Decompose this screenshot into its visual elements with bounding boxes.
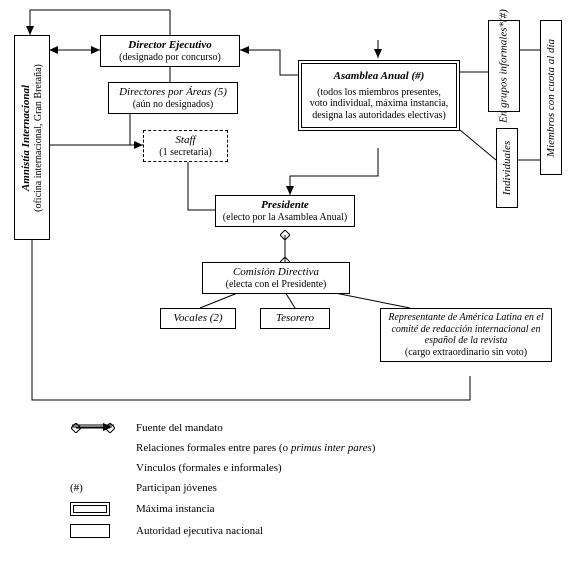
legend-label: Vínculos (formales e informales) bbox=[130, 462, 282, 474]
amnistia-sub: (oficina internacional, Gran Bretaña) bbox=[33, 64, 44, 212]
thick-box-icon bbox=[70, 502, 130, 516]
legend-row-thickbox: Máxima instancia bbox=[70, 502, 375, 516]
presidente-title: Presidente bbox=[220, 199, 350, 212]
node-comision: Comisión Directiva (electa con el Presid… bbox=[202, 262, 350, 294]
staff-sub: (1 secretaria) bbox=[148, 147, 223, 159]
legend-row-box: Autoridad ejecutiva nacional bbox=[70, 524, 375, 538]
legend-label: Máxima instancia bbox=[130, 503, 215, 515]
legend-row-line: Vínculos (formales e informales) bbox=[70, 462, 375, 474]
asamblea-title: Asamblea Anual (#) bbox=[308, 70, 450, 83]
node-individuales: Individuales bbox=[496, 128, 518, 208]
representante-sub: (cargo extraordinario sin voto) bbox=[385, 347, 547, 359]
node-representante: Representante de América Latina en el co… bbox=[380, 308, 552, 362]
node-areas: Directores por Áreas (5) (aún no designa… bbox=[108, 82, 238, 114]
node-amnistia: Amnistía Internacional (oficina internac… bbox=[14, 35, 50, 240]
grupos-title: En grupos informales*(#) bbox=[498, 9, 510, 123]
legend-label: Participan jóvenes bbox=[130, 482, 217, 494]
box-icon bbox=[70, 524, 130, 538]
comision-title: Comisión Directiva bbox=[207, 266, 345, 279]
vocales-title: Vocales (2) bbox=[173, 312, 222, 324]
director-sub: (designado por concurso) bbox=[105, 52, 235, 64]
comision-sub: (electa con el Presidente) bbox=[207, 279, 345, 291]
legend-label: Autoridad ejecutiva nacional bbox=[130, 525, 263, 537]
representante-title: Representante de América Latina en el co… bbox=[385, 312, 547, 347]
legend-label: Relaciones formales entre pares (o primu… bbox=[130, 442, 375, 454]
node-presidente: Presidente (electo por la Asamblea Anual… bbox=[215, 195, 355, 227]
amnistia-title: Amnistía Internacional bbox=[20, 84, 32, 190]
individuales-title: Individuales bbox=[501, 141, 513, 195]
legend-row-diamond: Relaciones formales entre pares (o primu… bbox=[70, 442, 375, 454]
tesorero-title: Tesorero bbox=[276, 312, 314, 324]
legend-row-hash: (#) Participan jóvenes bbox=[70, 482, 375, 494]
miembros-title: Miembros con cuota al día bbox=[545, 38, 557, 156]
asamblea-sub: (todos los miembros presentes, voto indi… bbox=[308, 87, 450, 122]
legend: Fuente del mandato Relaciones formales e… bbox=[70, 422, 375, 546]
node-tesorero: Tesorero bbox=[260, 308, 330, 329]
node-staff: Staff (1 secretaria) bbox=[143, 130, 228, 162]
presidente-sub: (electo por la Asamblea Anual) bbox=[220, 212, 350, 224]
areas-title: Directores por Áreas (5) bbox=[113, 86, 233, 99]
staff-title: Staff bbox=[148, 134, 223, 147]
node-vocales: Vocales (2) bbox=[160, 308, 236, 329]
node-asamblea: Asamblea Anual (#) (todos los miembros p… bbox=[298, 60, 460, 131]
node-grupos: En grupos informales*(#) bbox=[488, 20, 520, 112]
legend-label: Fuente del mandato bbox=[130, 422, 223, 434]
node-director: Director Ejecutivo (designado por concur… bbox=[100, 35, 240, 67]
director-title: Director Ejecutivo bbox=[105, 39, 235, 52]
areas-sub: (aún no designados) bbox=[113, 99, 233, 111]
node-miembros: Miembros con cuota al día bbox=[540, 20, 562, 175]
hash-icon: (#) bbox=[70, 482, 130, 494]
